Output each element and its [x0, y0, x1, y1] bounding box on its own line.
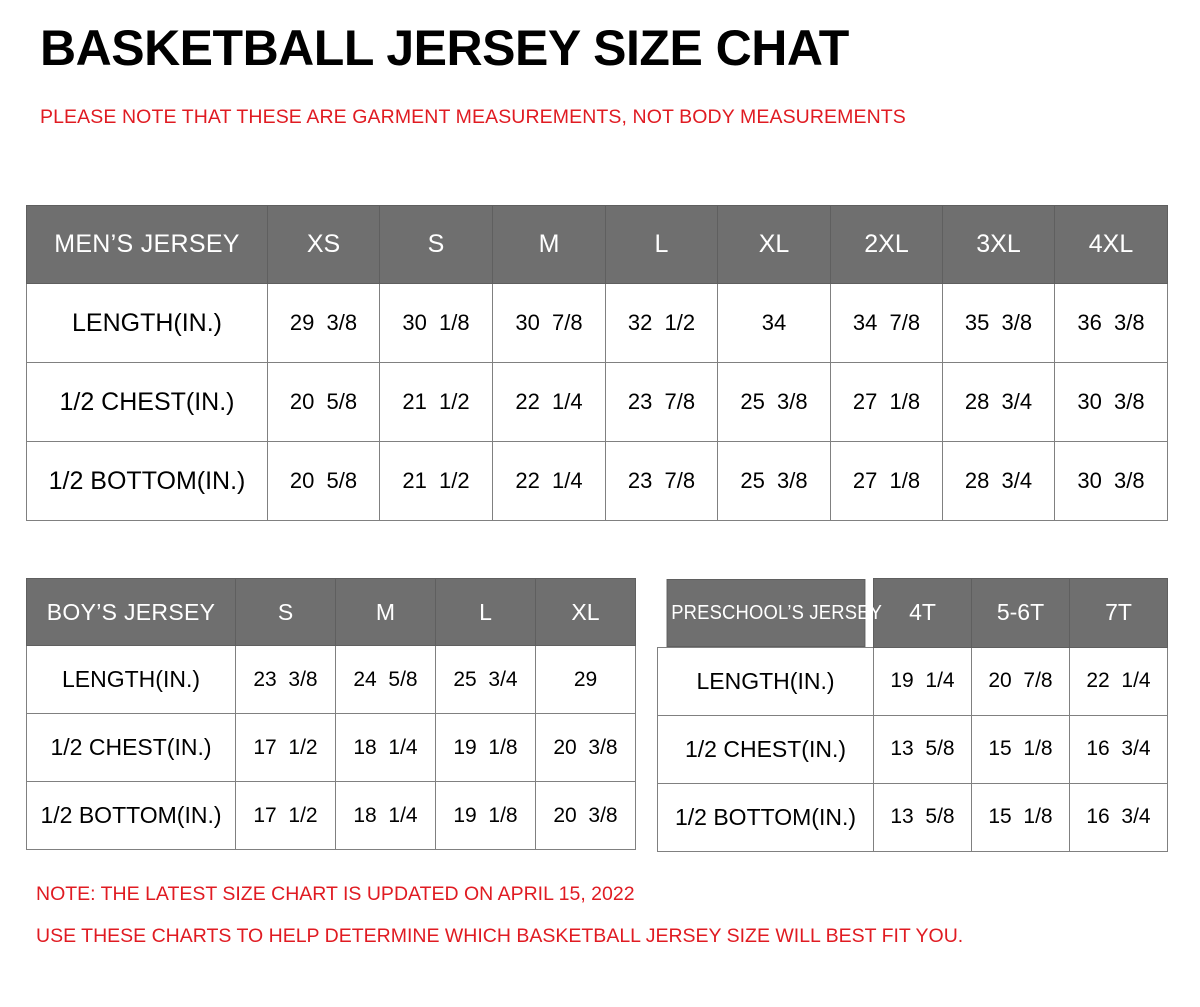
table-row: 1/2 BOTTOM(IN.) 13 5/8 15 1/8 16 3/4: [657, 782, 1168, 852]
mens-measurement-value: 23 7/8: [605, 362, 718, 442]
mens-measurement-value: 32 1/2: [605, 283, 718, 363]
page-title: BASKETBALL JERSEY SIZE CHAT: [40, 20, 849, 76]
preschool-measurement-value: 15 1/8: [971, 782, 1070, 852]
boys-measurement-value: 19 1/8: [435, 713, 536, 782]
preschool-measurement-value: 13 5/8: [873, 782, 972, 852]
mens-measurement-value: 27 1/8: [830, 362, 943, 442]
table-row: 1/2 BOTTOM(IN.) 20 5/8 21 1/2 22 1/4 23 7/8 2…: [26, 441, 1168, 521]
boys-measurement-value: 24 5/8: [335, 645, 436, 714]
preschool-jersey-size-table: PRESCHOOL’S JERSEY 4T 5-6T 7T LENGTH(IN.) 19 …: [657, 578, 1168, 852]
boys-measurement-value: 19 1/8: [435, 781, 536, 850]
table-row: LENGTH(IN.) 23 3/8 24 5/8 25 3/4 29: [26, 645, 636, 714]
boys-size-column-m: M: [335, 578, 436, 646]
boys-measurement-value: 29: [535, 645, 636, 714]
table-row: LENGTH(IN.) 19 1/4 20 7/8 22 1/4: [657, 646, 1168, 716]
boys-measurement-label: 1/2 CHEST(IN.): [26, 713, 236, 782]
preschool-measurement-value: 16 3/4: [1069, 714, 1168, 784]
table-row: 1/2 CHEST(IN.) 13 5/8 15 1/8 16 3/4: [657, 714, 1168, 784]
boys-measurement-value: 25 3/4: [435, 645, 536, 714]
mens-size-column-3xl: 3XL: [942, 205, 1055, 284]
mens-table-body: MEN’S JERSEY XS S M L XL 2XL 3XL 4XL LENGTH(IN.) 2…: [26, 205, 1168, 521]
preschool-header-label: PRESCHOOL’S JERSEY: [666, 578, 881, 647]
mens-measurement-label: 1/2 BOTTOM(IN.): [26, 441, 268, 521]
footer-usage-note: USE THESE CHARTS TO HELP DETERMINE WHICH…: [36, 924, 964, 947]
mens-measurement-value: 21 1/2: [379, 362, 493, 442]
preschool-measurement-value: 16 3/4: [1069, 782, 1168, 852]
mens-measurement-label: LENGTH(IN.): [26, 283, 268, 363]
preschool-header-row: PRESCHOOL’S JERSEY 4T 5-6T 7T: [658, 578, 1168, 648]
mens-size-column-4xl: 4XL: [1054, 205, 1168, 284]
preschool-measurement-label: 1/2 CHEST(IN.): [657, 714, 874, 784]
boys-measurement-value: 23 3/8: [235, 645, 336, 714]
preschool-measurement-value: 15 1/8: [971, 714, 1070, 784]
boys-table-body: BOY’S JERSEY S M L XL LENGTH(IN.) 23 3/8 24 5/8…: [26, 578, 636, 850]
mens-measurement-value: 36 3/8: [1054, 283, 1168, 363]
mens-measurement-value: 27 1/8: [830, 441, 943, 521]
preschool-measurement-value: 19 1/4: [873, 646, 972, 716]
mens-size-column-s: S: [379, 205, 493, 284]
mens-measurement-value: 30 3/8: [1054, 362, 1168, 442]
mens-size-column-xl: XL: [717, 205, 831, 284]
preschool-measurement-value: 13 5/8: [873, 714, 972, 784]
table-row: 1/2 BOTTOM(IN.) 17 1/2 18 1/4 19 1/8 20 3/8: [26, 781, 636, 850]
mens-measurement-value: 20 5/8: [267, 362, 380, 442]
mens-measurement-value: 30 1/8: [379, 283, 493, 363]
mens-measurement-value: 30 7/8: [492, 283, 606, 363]
boys-size-column-s: S: [235, 578, 336, 646]
mens-measurement-value: 23 7/8: [605, 441, 718, 521]
mens-measurement-label: 1/2 CHEST(IN.): [26, 362, 268, 442]
mens-measurement-value: 34 7/8: [830, 283, 943, 363]
preschool-measurement-value: 22 1/4: [1069, 646, 1168, 716]
boys-header-label: BOY’S JERSEY: [26, 578, 236, 646]
footer-notes: NOTE: THE LATEST SIZE CHART IS UPDATED O…: [36, 883, 1156, 947]
preschool-measurement-label: 1/2 BOTTOM(IN.): [657, 782, 874, 852]
mens-measurement-value: 20 5/8: [267, 441, 380, 521]
preschool-size-column-7t: 7T: [1069, 578, 1168, 648]
preschool-measurement-label: LENGTH(IN.): [657, 646, 874, 716]
preschool-size-column-4t: 4T: [873, 578, 972, 648]
table-row: LENGTH(IN.) 29 3/8 30 1/8 30 7/8 32 1/2 34 34 …: [26, 283, 1168, 363]
mens-measurement-value: 34: [717, 283, 831, 363]
preschool-size-column-5-6t: 5-6T: [971, 578, 1070, 648]
boys-measurement-value: 20 3/8: [535, 781, 636, 850]
mens-measurement-value: 30 3/8: [1054, 441, 1168, 521]
boys-size-column-xl: XL: [535, 578, 636, 646]
mens-size-column-l: L: [605, 205, 718, 284]
footer-update-note: NOTE: THE LATEST SIZE CHART IS UPDATED O…: [36, 883, 635, 905]
boys-size-column-l: L: [435, 578, 536, 646]
mens-jersey-size-table: MEN’S JERSEY XS S M L XL 2XL 3XL 4XL LENGTH(IN.) 2…: [26, 205, 1168, 521]
mens-measurement-value: 21 1/2: [379, 441, 493, 521]
mens-measurement-value: 22 1/4: [492, 441, 606, 521]
boys-measurement-value: 18 1/4: [335, 713, 436, 782]
preschool-measurement-value: 20 7/8: [971, 646, 1070, 716]
boys-measurement-value: 18 1/4: [335, 781, 436, 850]
mens-header-row: MEN’S JERSEY XS S M L XL 2XL 3XL 4XL: [26, 205, 1168, 284]
mens-header-label: MEN’S JERSEY: [26, 205, 268, 284]
table-row: 1/2 CHEST(IN.) 17 1/2 18 1/4 19 1/8 20 3/8: [26, 713, 636, 782]
mens-measurement-value: 28 3/4: [942, 362, 1055, 442]
mens-size-column-m: M: [492, 205, 606, 284]
boys-measurement-value: 20 3/8: [535, 713, 636, 782]
table-row: 1/2 CHEST(IN.) 20 5/8 21 1/2 22 1/4 23 7/8 25…: [26, 362, 1168, 442]
mens-size-column-2xl: 2XL: [830, 205, 943, 284]
mens-measurement-value: 35 3/8: [942, 283, 1055, 363]
boys-measurement-value: 17 1/2: [235, 713, 336, 782]
boys-header-row: BOY’S JERSEY S M L XL: [26, 578, 636, 646]
preschool-table-body: PRESCHOOL’S JERSEY 4T 5-6T 7T LENGTH(IN.) 19 …: [657, 578, 1168, 852]
boys-measurement-label: LENGTH(IN.): [26, 645, 236, 714]
boys-jersey-size-table: BOY’S JERSEY S M L XL LENGTH(IN.) 23 3/8 24 5/8…: [26, 578, 636, 850]
mens-measurement-value: 22 1/4: [492, 362, 606, 442]
mens-measurement-value: 29 3/8: [267, 283, 380, 363]
measurement-disclaimer: PLEASE NOTE THAT THESE ARE GARMENT MEASU…: [40, 106, 906, 128]
preschool-header-text: PRESCHOOL’S JERSEY: [670, 601, 882, 624]
mens-size-column-xs: XS: [267, 205, 380, 284]
boys-measurement-label: 1/2 BOTTOM(IN.): [26, 781, 236, 850]
mens-measurement-value: 28 3/4: [942, 441, 1055, 521]
mens-measurement-value: 25 3/8: [717, 441, 831, 521]
boys-measurement-value: 17 1/2: [235, 781, 336, 850]
mens-measurement-value: 25 3/8: [717, 362, 831, 442]
